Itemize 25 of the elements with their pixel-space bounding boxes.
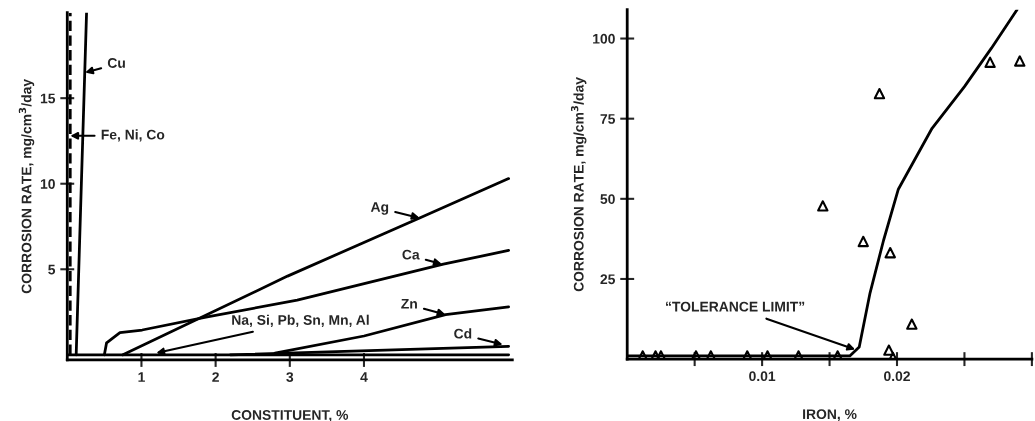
annotation: Fe, Ni, Co <box>101 129 165 142</box>
annotation: “TOLERANCE LIMIT” <box>666 301 805 312</box>
y-tick-label: 75 <box>600 114 616 124</box>
annotation: Ca <box>402 249 420 260</box>
x-tick-label: 0.02 <box>884 371 910 382</box>
annotation: Na, Si, Pb, Sn, Mn, Al <box>232 314 369 327</box>
x-tick-label: 2 <box>212 372 219 382</box>
x-axis-title: CONSTITUENT, % <box>231 410 349 421</box>
y-tick-label: 25 <box>600 274 616 285</box>
annotation: Ag <box>370 202 389 215</box>
x-tick-label: 4 <box>360 372 368 382</box>
annotation: Zn <box>401 298 417 309</box>
y-axis-title: CORROSION RATE, mg/cm$^{3}$/day <box>18 79 35 294</box>
x-tick-label: 3 <box>286 372 294 382</box>
y-tick-label: 5 <box>48 264 56 275</box>
y-tick-label: 100 <box>593 33 615 44</box>
y-tick-label: 10 <box>40 179 55 189</box>
annotation: Cd <box>454 328 472 339</box>
y-axis-title: CORROSION RATE, mg/cm$^{3}$/day <box>570 77 587 292</box>
y-tick-label: 15 <box>40 93 56 104</box>
annotation: Cu <box>107 58 125 68</box>
x-tick-label: 0.01 <box>749 371 776 382</box>
y-tick-label: 50 <box>600 194 615 204</box>
x-tick-label: 1 <box>138 372 145 382</box>
x-axis-title: IRON, % <box>803 409 857 421</box>
